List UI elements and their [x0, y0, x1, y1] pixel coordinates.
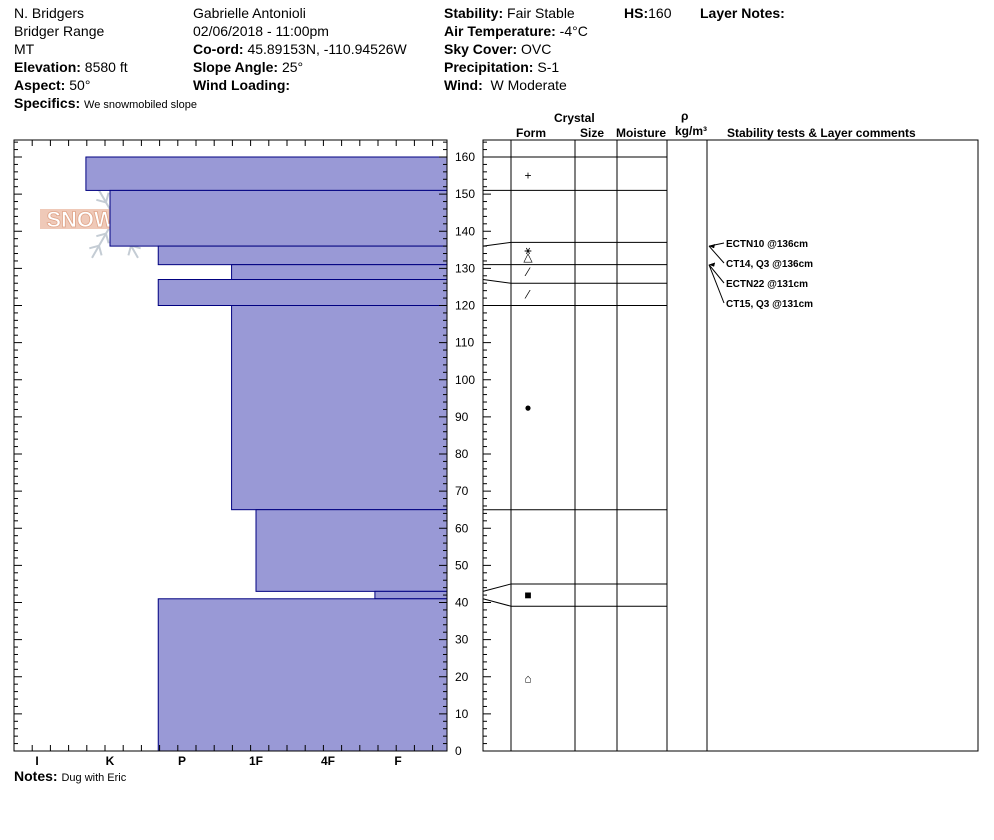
- hardness-bars: [85, 156, 448, 752]
- hardness-label-4F: 4F: [321, 754, 335, 768]
- grain-forms: +⚹△⁄⁄●■⌂: [523, 169, 533, 686]
- grain-form-2: △: [523, 250, 533, 264]
- boundary-connector-2: [482, 241, 512, 247]
- grain-form-1: ⚹: [524, 243, 531, 257]
- state: MT: [14, 41, 35, 57]
- hardness-bar-0: [85, 156, 448, 191]
- height-label-150: 150: [455, 187, 475, 201]
- grain-form-7: ⌂: [524, 672, 531, 686]
- height-label-10: 10: [455, 707, 469, 721]
- test-label-2: ECTN22 @131cm: [726, 279, 808, 290]
- stability: Stability: Fair Stable: [444, 5, 575, 21]
- snowflake-branch: [98, 245, 103, 256]
- coordinates: Co-ord: 45.89153N, -110.94526W: [193, 41, 407, 57]
- grain-form-0: +: [524, 169, 531, 183]
- aspect: Aspect: 50°: [14, 77, 91, 93]
- hardness-axis: I K P 1F 4F F: [13, 140, 434, 768]
- hardness-bar-7: [374, 590, 448, 600]
- height-label-60: 60: [455, 521, 469, 535]
- hardness-bar-6: [255, 509, 448, 592]
- precipitation: Precipitation: S-1: [444, 59, 560, 75]
- range: Bridger Range: [14, 23, 105, 39]
- layer-boundaries: [482, 156, 667, 607]
- height-label-40: 40: [455, 596, 469, 610]
- height-label-80: 80: [455, 447, 469, 461]
- test-label-0: ECTN10 @136cm: [726, 239, 808, 250]
- hardness-bar-1: [109, 189, 448, 247]
- boundary-connector-4: [482, 279, 512, 284]
- height-label-140: 140: [455, 224, 475, 238]
- hardness-bar-3: [231, 264, 448, 281]
- hardness-label-P: P: [178, 754, 186, 768]
- snowflake-branch: [127, 245, 132, 256]
- location: N. Bridgers: [14, 5, 85, 21]
- test-arrow-2: [708, 264, 725, 284]
- density-unit-heading: kg/m³: [675, 124, 707, 138]
- size-heading: Size: [580, 126, 604, 140]
- snow-height: HS:160: [624, 5, 672, 21]
- test-label-3: CT15, Q3 @131cm: [726, 299, 813, 310]
- grain-form-3: ⁄: [524, 265, 531, 279]
- air-temperature: Air Temperature: -4°C: [444, 23, 588, 39]
- hardness-bar-4: [157, 279, 448, 307]
- sky-cover: Sky Cover: OVC: [444, 41, 552, 57]
- rho-heading: ρ: [681, 109, 688, 123]
- height-label-130: 130: [455, 261, 475, 275]
- height-axis: 0 10 20 30 40 50 60 70 80 90 100 110 120 130 140 150 160: [14, 141, 491, 758]
- boundary-connector-8: [482, 598, 512, 607]
- snowflake-branch: [96, 232, 107, 238]
- height-label-70: 70: [455, 484, 469, 498]
- hardness-label-1F: 1F: [249, 754, 263, 768]
- height-label-0: 0: [455, 744, 462, 758]
- elevation: Elevation: 8580 ft: [14, 59, 128, 75]
- form-heading: Form: [516, 126, 546, 140]
- crystal-heading: Crystal: [554, 111, 595, 125]
- hardness-label-K: K: [106, 754, 115, 768]
- wind-loading: Wind Loading:: [193, 77, 291, 93]
- observer: Gabrielle Antonioli: [193, 5, 306, 21]
- comments-heading: Stability tests & Layer comments: [727, 126, 916, 140]
- hardness-bar-8: [157, 598, 448, 752]
- height-label-160: 160: [455, 150, 475, 164]
- test-arrow-1: [708, 245, 725, 264]
- height-label-110: 110: [455, 336, 474, 350]
- hardness-plot-frame: [13, 139, 448, 752]
- grain-form-4: ⁄: [524, 287, 531, 301]
- notes: Notes: Dug with Eric: [14, 768, 127, 784]
- stability-tests: ECTN10 @136cm CT14, Q3 @136cm ECTN22 @131c…: [708, 239, 813, 310]
- slope-angle: Slope Angle: 25°: [193, 59, 304, 75]
- height-label-20: 20: [455, 670, 469, 684]
- height-label-100: 100: [455, 373, 475, 387]
- grain-form-5: ●: [524, 401, 531, 415]
- hardness-bar-2: [157, 245, 448, 266]
- height-label-30: 30: [455, 633, 469, 647]
- height-label-120: 120: [455, 299, 475, 313]
- snowflake-branch: [105, 233, 110, 244]
- profile-frame: [482, 139, 979, 752]
- height-label-90: 90: [455, 410, 469, 424]
- grain-form-6: ■: [524, 588, 531, 602]
- height-label-50: 50: [455, 558, 469, 572]
- specifics: Specifics: We snowmobiled slope: [14, 95, 197, 111]
- hardness-label-F: F: [394, 754, 401, 768]
- test-arrowhead-3: [709, 262, 715, 267]
- snowflake-branch: [96, 198, 107, 204]
- layer-notes-label: Layer Notes:: [700, 5, 785, 21]
- snowflake-branch: [105, 192, 110, 203]
- boundary-connector-7: [482, 583, 512, 592]
- hardness-label-I: I: [35, 754, 38, 768]
- date-time: 02/06/2018 - 11:00pm: [193, 23, 329, 39]
- moisture-heading: Moisture: [616, 126, 666, 140]
- wind: Wind: W Moderate: [444, 77, 567, 93]
- test-arrowhead-1: [709, 244, 715, 249]
- snowflake-branch: [89, 244, 100, 250]
- test-label-1: CT14, Q3 @136cm: [726, 259, 813, 270]
- hardness-bar-5: [231, 305, 448, 511]
- test-arrow-3: [708, 264, 725, 304]
